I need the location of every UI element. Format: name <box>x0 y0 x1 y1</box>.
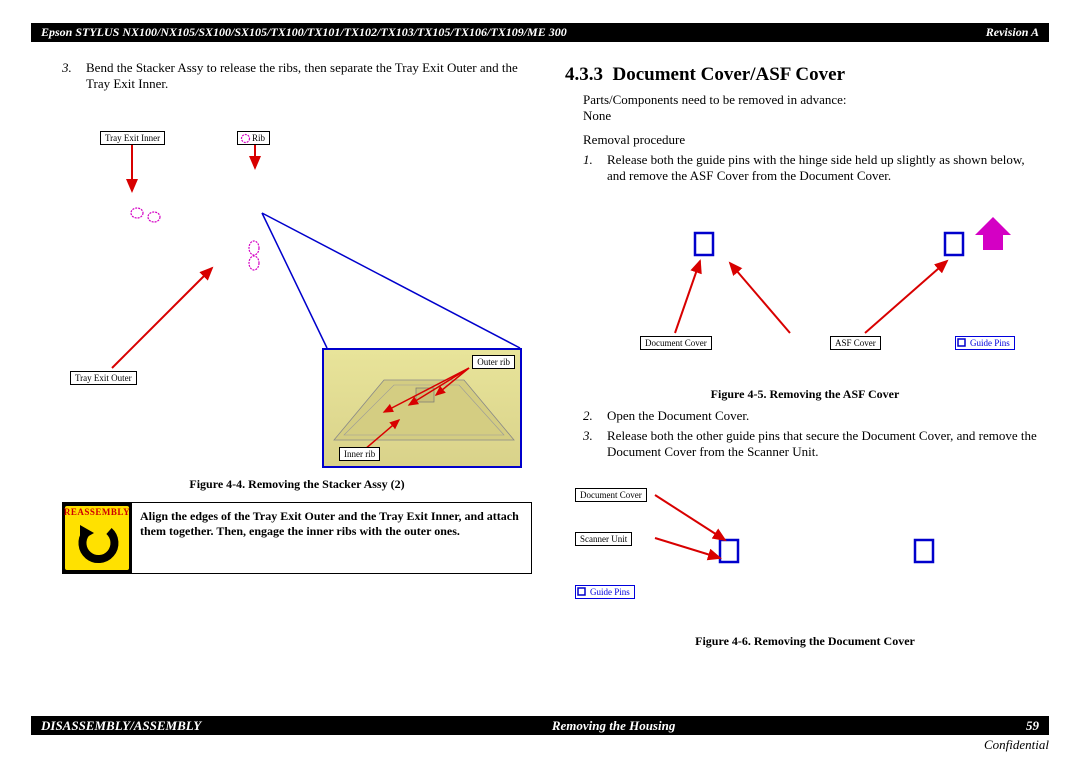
parts-line: Parts/Components need to be removed in a… <box>583 92 1045 108</box>
reassembly-arrow-icon <box>74 523 120 565</box>
step-text: Open the Document Cover. <box>607 408 1045 424</box>
right-column: 4.3.3 Document Cover/ASF Cover Parts/Com… <box>565 64 1045 649</box>
reassembly-note: REASSEMBLY Align the edges of the Tray E… <box>62 502 532 574</box>
section-heading: 4.3.3 Document Cover/ASF Cover <box>565 64 1045 86</box>
parts-none: None <box>583 108 1045 124</box>
label-document-cover: Document Cover <box>640 336 712 350</box>
header-title: Epson STYLUS NX100/NX105/SX100/SX105/TX1… <box>41 25 567 40</box>
figure-4-6-caption: Figure 4-6. Removing the Document Cover <box>565 634 1045 649</box>
figure-4-4-inset: Outer rib Inner rib <box>322 348 522 468</box>
label-document-cover-2: Document Cover <box>575 488 647 502</box>
step-text: Release both the other guide pins that s… <box>607 428 1045 461</box>
removal-procedure-heading: Removal procedure <box>583 132 1045 148</box>
label-outer-rib: Outer rib <box>472 355 515 369</box>
guide-pins-marker-icon <box>957 338 967 348</box>
header-revision: Revision A <box>986 25 1039 40</box>
step-number: 1. <box>583 152 607 185</box>
step-text: Release both the guide pins with the hin… <box>607 152 1045 185</box>
footer-center: Removing the Housing <box>552 718 676 734</box>
figure-4-5-caption: Figure 4-5. Removing the ASF Cover <box>565 387 1045 402</box>
step-number: 3. <box>62 60 86 93</box>
step-number: 2. <box>583 408 607 424</box>
figure-4-5-svg <box>565 193 1035 383</box>
confidential-label: Confidential <box>984 737 1049 753</box>
step-text: Bend the Stacker Assy to release the rib… <box>86 60 532 93</box>
step-number: 3. <box>583 428 607 461</box>
figure-4-5: Document Cover ASF Cover Guide Pins <box>565 193 1035 383</box>
figure-4-4: Tray Exit Inner Rib <box>62 113 532 473</box>
guide-pins-marker-icon-2 <box>577 587 587 597</box>
figure-4-4-caption: Figure 4-4. Removing the Stacker Assy (2… <box>62 477 532 492</box>
label-tray-exit-outer: Tray Exit Outer <box>70 371 137 385</box>
page-footer: DISASSEMBLY/ASSEMBLY Removing the Housin… <box>31 716 1049 735</box>
reassembly-icon: REASSEMBLY <box>62 503 132 573</box>
figure-4-6: Document Cover Scanner Unit Guide Pins <box>565 470 1035 630</box>
footer-right: 59 <box>1026 718 1039 734</box>
left-column: 3. Bend the Stacker Assy to release the … <box>62 60 532 574</box>
page-header: Epson STYLUS NX100/NX105/SX100/SX105/TX1… <box>31 23 1049 42</box>
label-inner-rib: Inner rib <box>339 447 380 461</box>
label-scanner-unit: Scanner Unit <box>575 532 632 546</box>
reassembly-text: Align the edges of the Tray Exit Outer a… <box>132 503 531 573</box>
label-asf-cover: ASF Cover <box>830 336 881 350</box>
footer-left: DISASSEMBLY/ASSEMBLY <box>41 718 201 734</box>
